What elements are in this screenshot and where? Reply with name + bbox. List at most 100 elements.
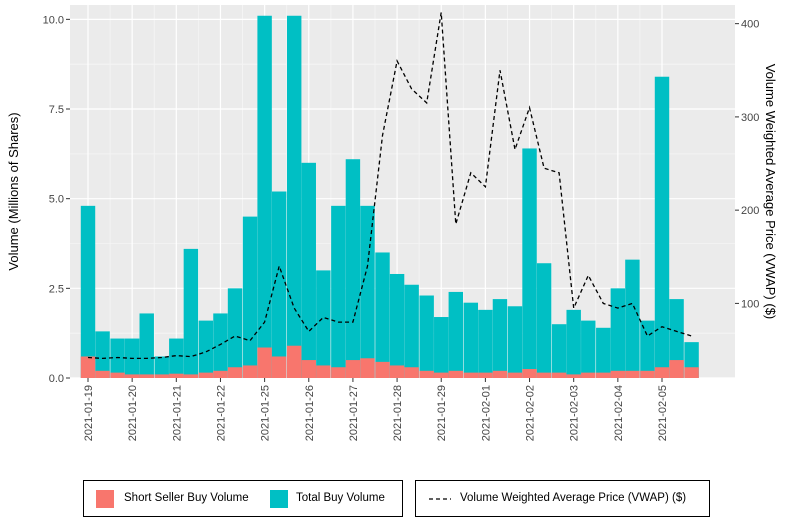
y-tick-label: 0.0	[49, 373, 64, 385]
short-seller-buy-volume-bar	[286, 345, 302, 378]
total-buy-volume-bar	[419, 295, 434, 378]
short-seller-buy-volume-bar	[492, 370, 508, 378]
total-buy-volume-bar	[507, 306, 523, 378]
short-seller-buy-volume-bar	[669, 360, 684, 378]
short-seller-buy-volume-bar	[242, 365, 258, 378]
short-seller-buy-volume-bar	[654, 367, 670, 378]
short-seller-buy-volume-bar	[434, 372, 449, 378]
x-tick-label: 2021-02-05	[657, 385, 669, 441]
short-seller-buy-volume-bar	[124, 374, 140, 378]
short-seller-buy-volume-bar	[566, 374, 581, 378]
short-seller-buy-volume-bar	[198, 372, 214, 378]
short-seller-buy-volume-bar	[271, 356, 287, 378]
short-seller-buy-volume-bar	[360, 358, 375, 378]
short-seller-buy-volume-bar	[227, 367, 243, 378]
short-seller-buy-volume-bar	[404, 367, 419, 378]
x-tick-label: 2021-01-28	[392, 385, 404, 441]
total-buy-volume-bar	[242, 216, 258, 378]
axes: 0.0 2.5 5.0 7.5 10.0 100 200 300 400 2021-01-19 20…	[43, 14, 760, 441]
total-buy-volume-bar	[640, 320, 655, 378]
short-seller-buy-volume-bar	[581, 372, 596, 378]
legend-vwap-label: Volume Weighted Average Price (VWAP) ($)	[460, 492, 687, 504]
short-seller-buy-volume-bar	[375, 361, 390, 378]
short-seller-buy-volume-bar	[95, 370, 110, 378]
short-seller-buy-volume-bar	[331, 367, 346, 378]
total-buy-volume-bar	[198, 320, 214, 378]
y2-tick-label: 100	[741, 298, 759, 310]
total-buy-volume-bar	[669, 299, 684, 378]
short-seller-buy-volume-bar	[610, 370, 626, 378]
y-tick-label: 2.5	[49, 283, 64, 295]
short-seller-buy-volume-bar	[684, 367, 699, 378]
legend-short-swatch	[96, 490, 114, 508]
short-seller-buy-volume-bar	[448, 370, 464, 378]
legend-vwap-key	[429, 498, 451, 500]
x-tick-label: 2021-01-20	[127, 385, 139, 441]
x-tick-label: 2021-01-21	[171, 385, 183, 441]
total-buy-volume-bar	[227, 288, 243, 378]
short-seller-buy-volume-bar	[389, 365, 405, 378]
total-buy-volume-bar	[536, 263, 552, 378]
short-seller-buy-volume-bar	[183, 374, 199, 378]
x-tick-label: 2021-02-03	[569, 385, 581, 441]
y-tick-label: 10.0	[43, 14, 64, 26]
total-buy-volume-bar	[271, 191, 287, 378]
total-buy-volume-bar	[183, 248, 199, 378]
y2-tick-label: 300	[741, 112, 759, 124]
short-seller-buy-volume-bar	[536, 372, 552, 378]
total-buy-volume-bar	[434, 317, 449, 378]
legend-total-swatch	[270, 490, 288, 508]
total-buy-volume-bar	[625, 259, 640, 378]
total-buy-volume-bar	[389, 273, 405, 378]
short-seller-buy-volume-bar	[478, 372, 493, 378]
total-buy-volume-bar	[213, 313, 228, 378]
legend-volume: Short Seller Buy Volume Total Buy Volume	[83, 480, 403, 517]
short-seller-buy-volume-bar	[80, 356, 96, 378]
short-seller-buy-volume-bar	[463, 372, 479, 378]
short-seller-buy-volume-bar	[551, 372, 567, 378]
y-axis-title: Volume (Millions of Shares)	[6, 112, 21, 270]
short-seller-buy-volume-bar	[213, 370, 228, 378]
x-tick-label: 2021-01-29	[436, 385, 448, 441]
total-buy-volume-bar	[154, 356, 169, 378]
short-seller-buy-volume-bar	[154, 374, 169, 378]
total-buy-volume-bar	[463, 302, 479, 378]
total-buy-volume-bar	[448, 291, 464, 378]
total-buy-volume-bar	[301, 162, 316, 378]
y2-tick-label: 400	[741, 19, 759, 31]
total-buy-volume-bar	[345, 159, 361, 378]
x-tick-label: 2021-01-22	[215, 385, 227, 441]
short-seller-buy-volume-bar	[640, 370, 655, 378]
total-buy-volume-bar	[581, 320, 596, 378]
short-seller-buy-volume-bar	[625, 370, 640, 378]
total-buy-volume-bar	[654, 76, 670, 378]
short-seller-buy-volume-bar	[596, 372, 611, 378]
x-tick-label: 2021-01-26	[304, 385, 316, 441]
total-buy-volume-bar	[257, 15, 272, 379]
total-buy-volume-bar	[316, 270, 331, 378]
short-seller-buy-volume-bar	[345, 360, 361, 378]
x-tick-label: 2021-01-25	[260, 385, 272, 441]
total-buy-volume-bar	[492, 299, 508, 378]
y2-tick-label: 200	[741, 205, 759, 217]
short-seller-buy-volume-bar	[301, 360, 316, 378]
short-seller-buy-volume-bar	[507, 372, 523, 378]
x-tick-label: 2021-02-01	[480, 385, 492, 441]
short-seller-buy-volume-bar	[522, 369, 537, 378]
total-buy-volume-bar	[80, 205, 96, 378]
total-buy-volume-bar	[110, 338, 125, 378]
y-tick-label: 5.0	[49, 194, 64, 206]
total-buy-volume-bar	[610, 288, 626, 378]
total-buy-volume-bar	[331, 205, 346, 378]
short-seller-buy-volume-bar	[110, 372, 125, 378]
total-buy-volume-bar	[375, 252, 390, 378]
short-seller-buy-volume-bar	[316, 365, 331, 378]
total-buy-volume-bars	[80, 15, 699, 379]
total-buy-volume-bar	[139, 313, 154, 378]
total-buy-volume-bar	[404, 284, 419, 378]
total-buy-volume-bar	[551, 324, 567, 378]
short-seller-buy-volume-bar	[257, 347, 272, 378]
total-buy-volume-bar	[360, 205, 375, 378]
legend-total-label: Total Buy Volume	[296, 492, 385, 504]
